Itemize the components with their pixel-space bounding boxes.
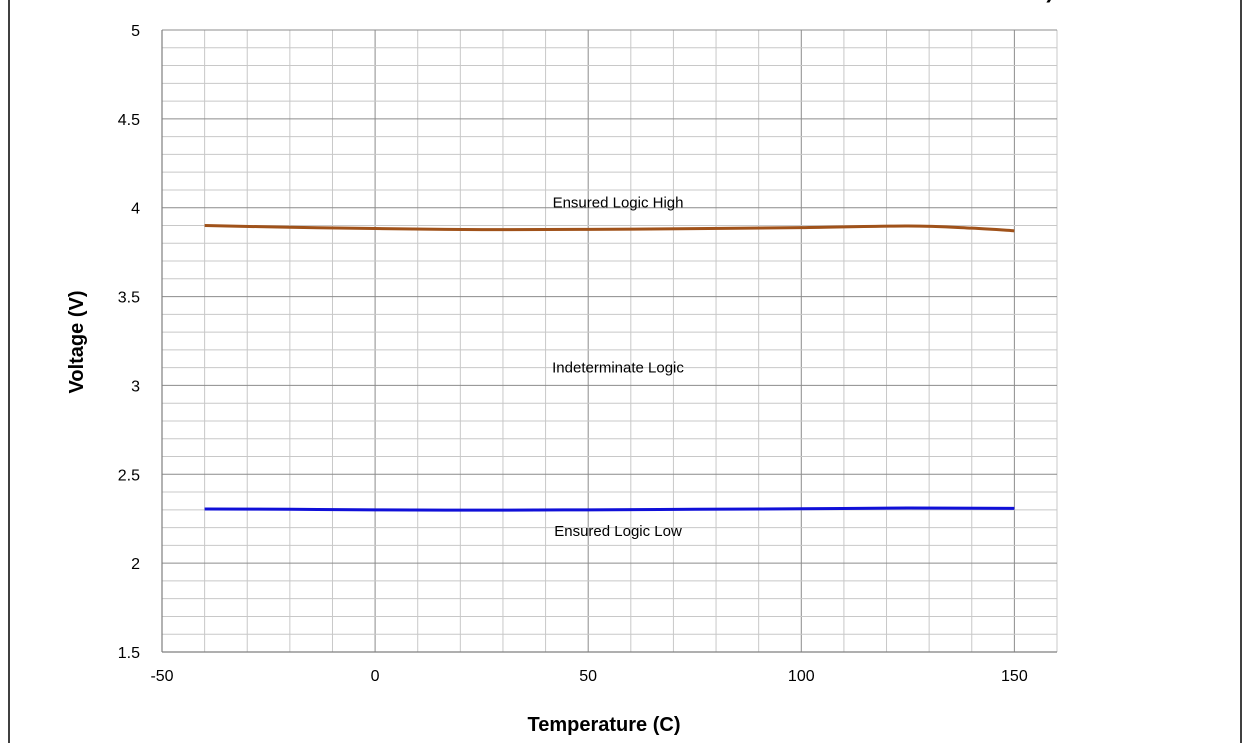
y-tick-label: 3 [131,378,140,395]
x-tick-label: 0 [371,668,380,685]
series-line-2 [204,506,1015,512]
x-axis-title: Temperature (C) [528,714,681,736]
chart-title-fragment: ) [1046,0,1053,3]
x-tick-label: 150 [1001,668,1028,685]
x-tick-label: -50 [150,668,173,685]
y-axis-title: Voltage (V) [66,291,88,394]
y-tick-label: 5 [131,23,140,40]
chart-annotation: Ensured Logic High [553,194,684,211]
x-tick-labels: -50 0 50 100 150 [150,668,1027,685]
y-tick-labels: 1.5 2 2.5 3 3.5 4 4.5 5 [118,23,140,662]
chart-grid [161,29,1058,653]
y-tick-label: 4.5 [118,112,140,129]
chart-series-group [204,223,1015,512]
chart-annotation: Indeterminate Logic [552,360,684,377]
x-tick-label: 50 [579,668,597,685]
chart-annotations: Ensured Logic High Indeterminate Logic Ens… [552,194,684,540]
y-tick-label: 3.5 [118,290,140,307]
y-tick-label: 2.5 [118,467,140,484]
y-tick-label: 1.5 [118,645,140,662]
x-tick-label: 100 [788,668,815,685]
chart-annotation: Ensured Logic Low [554,523,682,540]
series-line-1 [204,223,1015,233]
y-tick-label: 2 [131,556,140,573]
y-tick-label: 4 [131,201,140,218]
